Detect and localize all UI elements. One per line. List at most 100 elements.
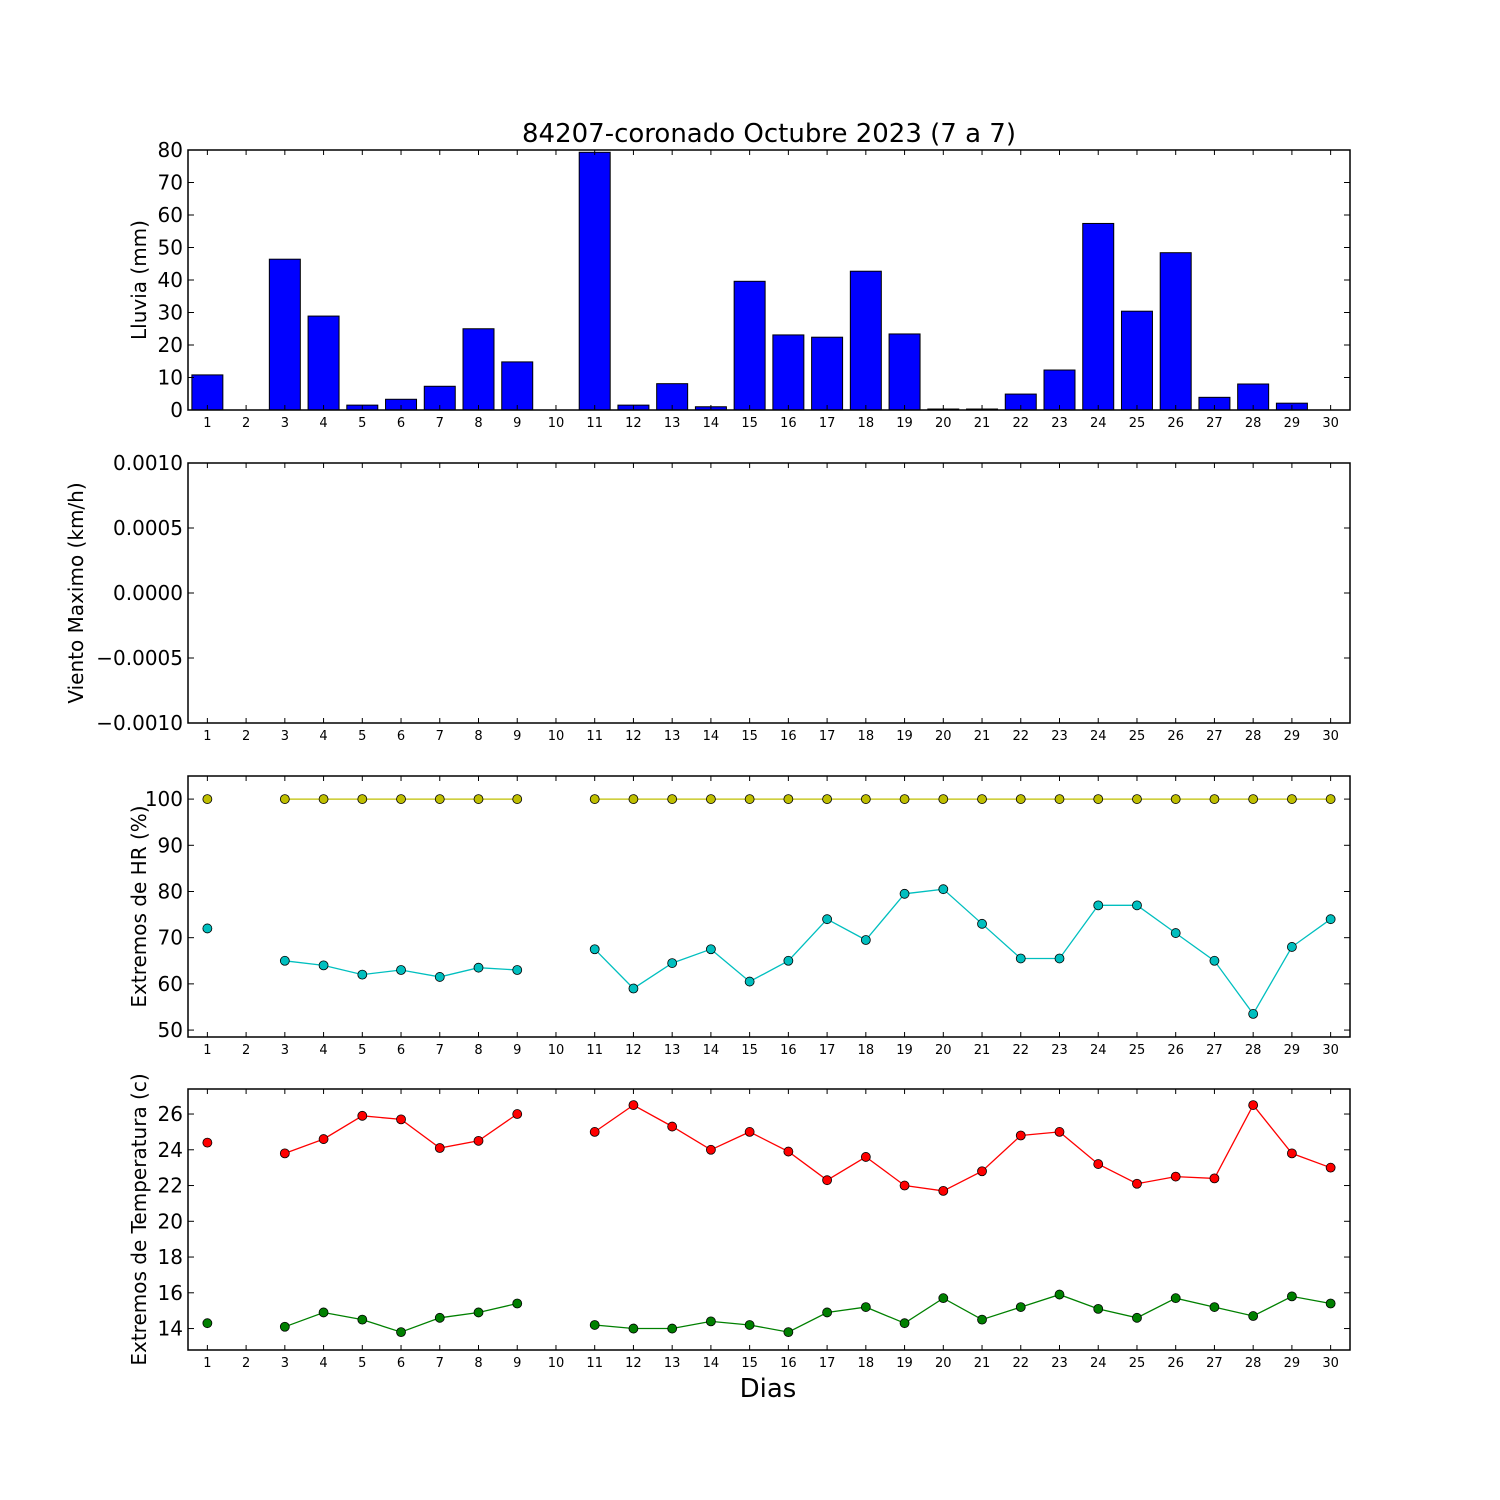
- x-tick-label: 26: [1167, 416, 1184, 431]
- x-tick-label: 24: [1090, 729, 1107, 744]
- y-tick-label: 0: [170, 398, 183, 422]
- humidity-panel: 1 2 3 4 5 6 7 8 9 10 11 12 13 14 15 16 17 18 19 20 21 22 23 24 2…: [127, 775, 1351, 1058]
- x-tick-label: 10: [548, 729, 565, 744]
- y-tick-label: 20: [158, 333, 183, 357]
- x-tick-label: 4: [319, 729, 327, 744]
- x-tick-label: 5: [358, 1356, 366, 1371]
- rain-bar: [1043, 369, 1076, 411]
- data-point: [860, 935, 871, 945]
- x-tick-label: 15: [741, 1043, 758, 1058]
- x-tick-label: 9: [513, 416, 521, 431]
- x-tick-label: 8: [474, 1356, 482, 1371]
- x-tick-label: 17: [819, 1356, 836, 1371]
- figure-title: 84207-coronado Octubre 2023 (7 a 7): [522, 119, 1016, 149]
- data-point: [434, 1143, 445, 1153]
- data-point: [977, 794, 987, 804]
- x-tick-label: 7: [436, 1356, 444, 1371]
- x-tick-label: 8: [474, 729, 482, 744]
- x-tick-label: 13: [664, 1356, 681, 1371]
- x-tick-label: 22: [1012, 1356, 1029, 1371]
- data-point: [1287, 942, 1297, 952]
- y-axis-label: Lluvia (mm): [127, 220, 151, 340]
- data-point: [822, 794, 832, 804]
- data-point: [628, 983, 639, 994]
- rain-bar: [1082, 222, 1115, 411]
- data-point: [357, 969, 368, 980]
- data-point: [1287, 794, 1297, 804]
- x-tick-label: 6: [397, 1043, 405, 1058]
- x-tick-label: 7: [436, 1043, 444, 1058]
- rain-bar: [268, 258, 301, 411]
- x-tick-label: 1: [203, 729, 211, 744]
- data-point: [1170, 928, 1181, 938]
- x-tick-label: 12: [625, 1356, 642, 1371]
- x-tick-label: 16: [780, 729, 797, 744]
- y-tick-label: 18: [158, 1245, 183, 1269]
- series-line: [594, 1293, 1331, 1333]
- x-tick-label: 24: [1090, 1043, 1107, 1058]
- data-point: [434, 1312, 445, 1323]
- x-tick-label: 22: [1012, 416, 1029, 431]
- data-point: [279, 794, 290, 804]
- x-tick-label: 29: [1284, 416, 1301, 431]
- rain-bar: [772, 334, 805, 411]
- y-tick-label: 30: [158, 301, 183, 325]
- x-tick-label: 21: [974, 1043, 991, 1058]
- x-tick-label: 18: [858, 416, 875, 431]
- x-tick-label: 15: [741, 1356, 758, 1371]
- x-tick-label: 27: [1206, 416, 1223, 431]
- data-point: [744, 794, 755, 804]
- x-tick-label: 30: [1322, 729, 1339, 744]
- x-tick-label: 28: [1245, 1356, 1262, 1371]
- data-point: [1054, 1127, 1065, 1137]
- x-tick-label: 17: [819, 416, 836, 431]
- x-tick-label: 30: [1322, 1356, 1339, 1371]
- x-tick-label: 14: [703, 416, 720, 431]
- y-tick-label: 10: [158, 366, 183, 390]
- data-point: [783, 1146, 794, 1157]
- x-tick-label: 10: [548, 1356, 565, 1371]
- data-point: [1015, 1130, 1026, 1141]
- x-tick-label: 1: [203, 1356, 211, 1371]
- plot-frame: [187, 775, 1351, 1038]
- data-point: [1248, 1100, 1259, 1110]
- x-tick-label: 20: [935, 729, 952, 744]
- data-point: [860, 1302, 871, 1312]
- x-tick-label: 5: [358, 1043, 366, 1058]
- x-tick-label: 2: [242, 729, 250, 744]
- x-tick-label: 22: [1012, 1043, 1029, 1058]
- x-tick-label: 24: [1090, 416, 1107, 431]
- data-point: [357, 1110, 368, 1121]
- x-tick-label: 21: [974, 1356, 991, 1371]
- x-tick-label: 4: [319, 1043, 327, 1058]
- x-tick-label: 2: [242, 416, 250, 431]
- x-tick-label: 13: [664, 416, 681, 431]
- y-tick-label: 0.0010: [113, 451, 183, 475]
- x-tick-label: 19: [896, 1356, 913, 1371]
- x-tick-label: 14: [703, 1043, 720, 1058]
- y-tick-label: 50: [158, 1018, 183, 1042]
- x-tick-label: 4: [319, 416, 327, 431]
- x-tick-label: 16: [780, 416, 797, 431]
- data-point: [860, 794, 871, 804]
- x-tick-label: 5: [358, 416, 366, 431]
- data-point: [202, 1137, 213, 1148]
- data-point: [512, 965, 523, 975]
- data-point: [434, 794, 445, 804]
- data-point: [279, 955, 290, 966]
- rain-panel: 1 2 3 4 5 6 7 8 9 10 11 12 13 14 15 16 17 18 19 20 21 22 23 24 2…: [127, 138, 1351, 431]
- data-point: [279, 1321, 290, 1332]
- x-tick-label: 23: [1051, 1356, 1068, 1371]
- y-tick-label: 70: [158, 926, 183, 950]
- data-point: [1325, 1162, 1336, 1173]
- data-point: [512, 1298, 523, 1309]
- data-point: [1093, 900, 1104, 911]
- x-tick-label: 14: [703, 729, 720, 744]
- data-point: [667, 958, 678, 968]
- data-point: [1054, 953, 1065, 964]
- x-tick-label: 9: [513, 729, 521, 744]
- rain-bar: [849, 270, 882, 411]
- x-tick-label: 23: [1051, 729, 1068, 744]
- x-tick-label: 29: [1284, 729, 1301, 744]
- x-tick-label: 18: [858, 1043, 875, 1058]
